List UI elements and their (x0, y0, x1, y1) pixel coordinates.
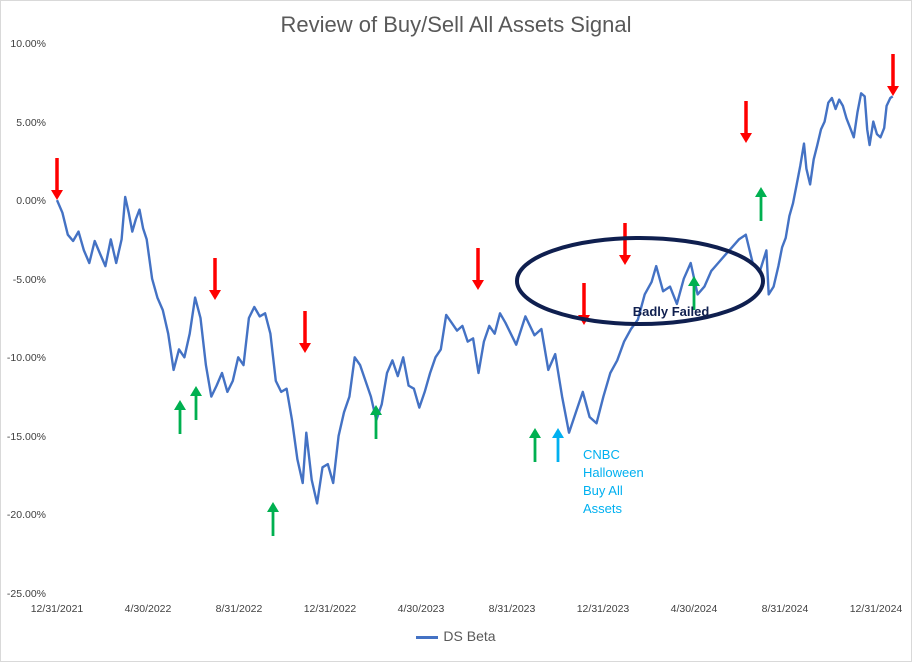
arrow-head (472, 280, 484, 290)
arrow-head (740, 133, 752, 143)
y-tick-label: 0.00% (16, 195, 46, 207)
cnbc-label-line: Halloween (583, 465, 644, 480)
arrow-head (267, 502, 279, 512)
arrow-head (174, 400, 186, 410)
buy-arrow (370, 405, 382, 439)
x-tick-label: 8/31/2023 (489, 603, 536, 615)
y-tick-label: 5.00% (16, 117, 46, 129)
buy-arrow (529, 428, 541, 462)
x-tick-label: 12/31/2021 (31, 603, 84, 615)
sell-arrow (51, 158, 63, 200)
cnbc-label-line: Assets (583, 501, 623, 516)
cnbc-label-line: CNBC (583, 447, 620, 462)
y-tick-label: -5.00% (13, 274, 46, 286)
sell-arrow (299, 311, 311, 353)
x-tick-label: 4/30/2024 (671, 603, 718, 615)
x-tick-label: 8/31/2024 (762, 603, 809, 615)
cnbc-annotation: CNBC Halloween Buy All Assets (583, 447, 644, 516)
sell-arrow (887, 54, 899, 96)
x-tick-label: 12/31/2024 (850, 603, 903, 615)
arrow-head (887, 86, 899, 96)
y-tick-label: -10.00% (7, 352, 46, 364)
arrow-head (688, 276, 700, 286)
arrow-head (755, 187, 767, 197)
badly-failed-ellipse (515, 236, 765, 326)
cnbc-buy-arrow (552, 428, 564, 462)
y-tick-label: 10.00% (10, 38, 46, 50)
arrow-head (299, 343, 311, 353)
arrow-head (552, 428, 564, 438)
x-tick-label: 12/31/2023 (577, 603, 630, 615)
x-tick-label: 4/30/2023 (398, 603, 445, 615)
legend: DS Beta (0, 628, 912, 644)
buy-arrow (688, 276, 700, 310)
sell-arrow (740, 101, 752, 143)
cnbc-label-line: Buy All (583, 483, 623, 498)
arrow-head (209, 290, 221, 300)
y-tick-label: -15.00% (7, 431, 46, 443)
arrow-head (51, 190, 63, 200)
arrow-head (529, 428, 541, 438)
x-tick-label: 12/31/2022 (304, 603, 357, 615)
x-tick-label: 4/30/2022 (125, 603, 172, 615)
arrow-head (370, 405, 382, 415)
signal-arrows (51, 54, 899, 536)
buy-arrow (267, 502, 279, 536)
y-tick-label: -25.00% (7, 588, 46, 600)
series-line-ds-beta (55, 92, 894, 505)
buy-arrow (190, 386, 202, 420)
y-axis-ticks: 10.00% 5.00% 0.00% -5.00% -10.00% -15.00… (7, 38, 46, 600)
x-axis-ticks: 12/31/2021 4/30/2022 8/31/2022 12/31/202… (31, 603, 903, 615)
chart-title: Review of Buy/Sell All Assets Signal (280, 12, 632, 37)
arrow-head (619, 255, 631, 265)
sell-arrow (619, 223, 631, 265)
legend-label: DS Beta (443, 628, 496, 644)
sell-arrow (209, 258, 221, 300)
y-tick-label: -20.00% (7, 509, 46, 521)
arrow-head (190, 386, 202, 396)
x-tick-label: 8/31/2022 (216, 603, 263, 615)
legend-swatch (416, 635, 439, 639)
buy-arrow (174, 400, 186, 434)
sell-arrow (472, 248, 484, 290)
buy-arrow (755, 187, 767, 221)
badly-failed-label: Badly Failed (633, 304, 710, 319)
